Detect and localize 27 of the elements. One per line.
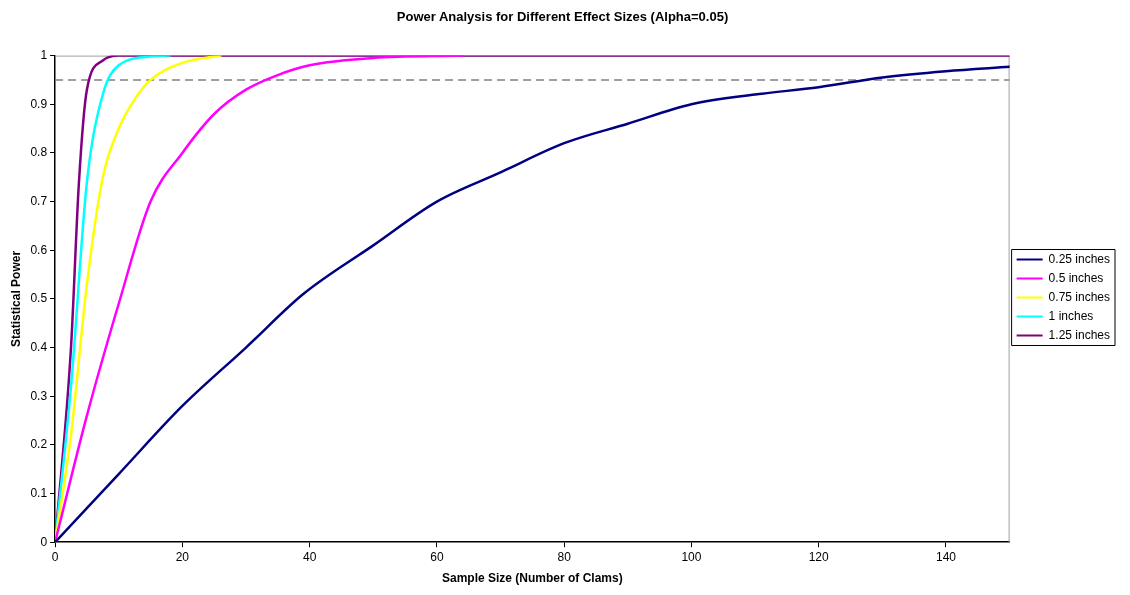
- x-tick-label: 100: [681, 549, 702, 564]
- legend-label: 1 inches: [1048, 308, 1094, 323]
- y-tick-label: 0: [40, 534, 48, 549]
- y-tick-label: 0.4: [30, 339, 48, 354]
- y-axis-title: Statistical Power: [8, 250, 23, 347]
- y-tick-label: 0.3: [30, 388, 48, 403]
- legend-label: 0.25 inches: [1048, 251, 1111, 266]
- chart-title: Power Analysis for Different Effect Sizes (Alpha=0.05): [396, 9, 729, 25]
- x-tick-label: 0: [51, 549, 59, 564]
- y-tick-label: 0.5: [30, 291, 48, 306]
- x-tick-label: 140: [935, 549, 957, 564]
- y-tick-label: 0.6: [30, 242, 48, 257]
- y-tick-label: 0.8: [30, 145, 48, 160]
- x-axis-title: Sample Size (Number of Clams): [441, 571, 623, 586]
- x-tick-label: 80: [557, 549, 572, 564]
- y-tick-label: 0.7: [30, 193, 48, 208]
- y-tick-label: 0.2: [30, 437, 48, 452]
- legend-label: 1.25 inches: [1048, 327, 1111, 342]
- x-tick-label: 20: [175, 549, 190, 564]
- x-tick-label: 40: [302, 549, 317, 564]
- y-tick-label: 1: [40, 47, 48, 62]
- legend-label: 0.5 inches: [1048, 270, 1104, 285]
- x-tick-label: 120: [808, 549, 830, 564]
- y-tick-label: 0.1: [30, 485, 48, 500]
- y-tick-label: 0.9: [30, 96, 48, 111]
- legend-label: 0.75 inches: [1048, 289, 1111, 304]
- x-tick-label: 60: [430, 549, 444, 564]
